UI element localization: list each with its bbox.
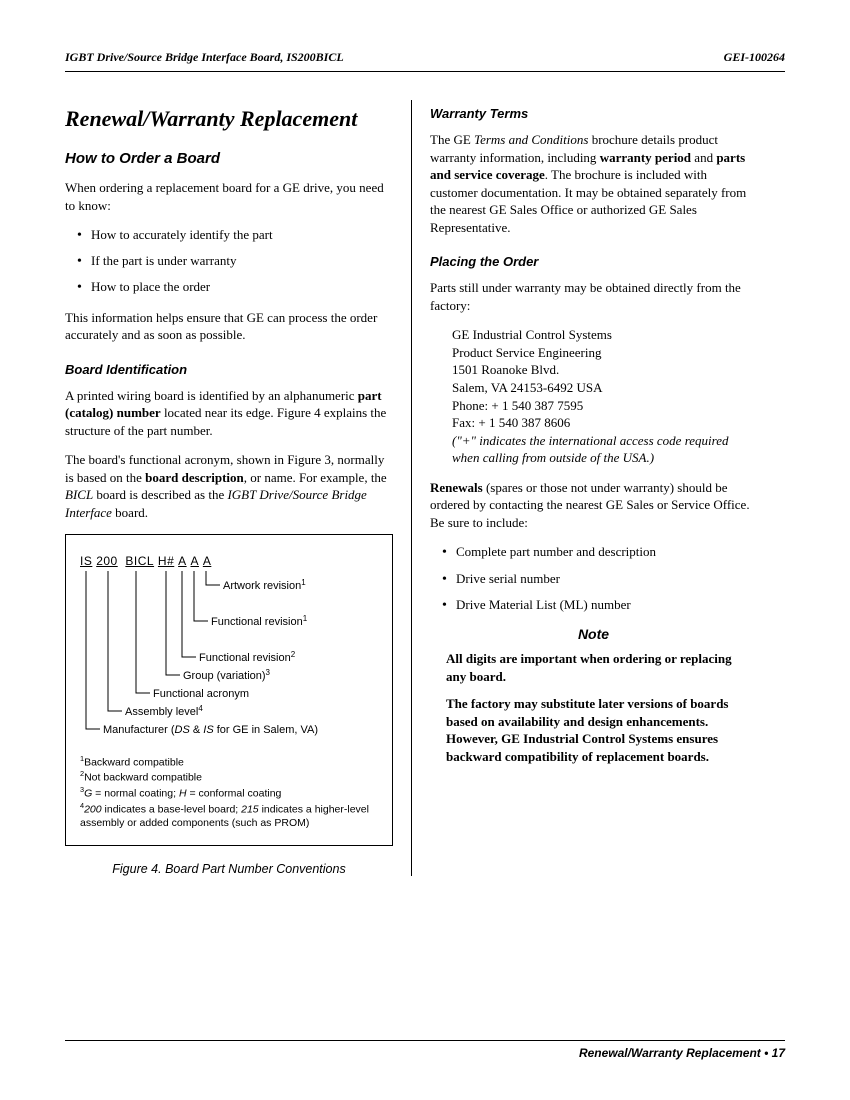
svg-text:Functional revision1: Functional revision1 xyxy=(211,614,308,628)
header-left: IGBT Drive/Source Bridge Interface Board… xyxy=(65,50,344,65)
footer-text: Renewal/Warranty Replacement • 17 xyxy=(579,1046,785,1060)
part-number-diagram: Artwork revision1 Functional revision1 F… xyxy=(80,571,380,746)
subsection-how-to-order: How to Order a Board xyxy=(65,150,393,167)
part-code: IS 200 BICL H# A A A xyxy=(80,553,378,569)
svg-text:Group (variation)3: Group (variation)3 xyxy=(183,668,271,682)
para-warranty: The GE Terms and Conditions brochure det… xyxy=(430,131,757,236)
order-bullets: How to accurately identify the part If t… xyxy=(77,226,393,297)
para-renewals: Renewals (spares or those not under warr… xyxy=(430,479,757,532)
list-item: Drive Material List (ML) number xyxy=(442,596,757,614)
left-column: Renewal/Warranty Replacement How to Orde… xyxy=(65,100,411,876)
figure-box: IS 200 BICL H# A A A Artwork revision1 F… xyxy=(65,534,393,846)
para-board-id: A printed wiring board is identified by … xyxy=(65,387,393,440)
page-header: IGBT Drive/Source Bridge Interface Board… xyxy=(65,50,785,72)
note-body-1: All digits are important when ordering o… xyxy=(446,650,751,685)
list-item: If the part is under warranty xyxy=(77,252,393,270)
minihead-placing-order: Placing the Order xyxy=(430,254,757,269)
page-footer: Renewal/Warranty Replacement • 17 xyxy=(65,1040,785,1060)
list-item: How to accurately identify the part xyxy=(77,226,393,244)
list-item: How to place the order xyxy=(77,278,393,296)
para-intro: When ordering a replacement board for a … xyxy=(65,179,393,214)
minihead-board-id: Board Identification xyxy=(65,362,393,377)
note-body-2: The factory may substitute later version… xyxy=(446,695,751,765)
note-heading: Note xyxy=(430,626,757,642)
renewal-bullets: Complete part number and description Dri… xyxy=(442,543,757,614)
para-acronym: The board's functional acronym, shown in… xyxy=(65,451,393,521)
svg-text:Functional acronym: Functional acronym xyxy=(153,688,249,700)
right-column: Warranty Terms The GE Terms and Conditio… xyxy=(411,100,757,876)
figure-footnotes: 1Backward compatible 2Not backward compa… xyxy=(80,754,378,831)
factory-address: GE Industrial Control Systems Product Se… xyxy=(452,326,757,466)
svg-text:Manufacturer (DS & IS for GE i: Manufacturer (DS & IS for GE in Salem, V… xyxy=(103,724,318,736)
content-columns: Renewal/Warranty Replacement How to Orde… xyxy=(65,100,785,876)
minihead-warranty: Warranty Terms xyxy=(430,106,757,121)
svg-text:Assembly level4: Assembly level4 xyxy=(125,704,203,718)
list-item: Complete part number and description xyxy=(442,543,757,561)
para-info: This information helps ensure that GE ca… xyxy=(65,309,393,344)
svg-text:Functional revision2: Functional revision2 xyxy=(199,650,296,664)
header-right: GEI-100264 xyxy=(724,50,785,65)
figure-caption: Figure 4. Board Part Number Conventions xyxy=(65,862,393,876)
list-item: Drive serial number xyxy=(442,570,757,588)
para-placing: Parts still under warranty may be obtain… xyxy=(430,279,757,314)
section-title: Renewal/Warranty Replacement xyxy=(65,106,393,132)
svg-text:Artwork revision1: Artwork revision1 xyxy=(223,578,306,592)
